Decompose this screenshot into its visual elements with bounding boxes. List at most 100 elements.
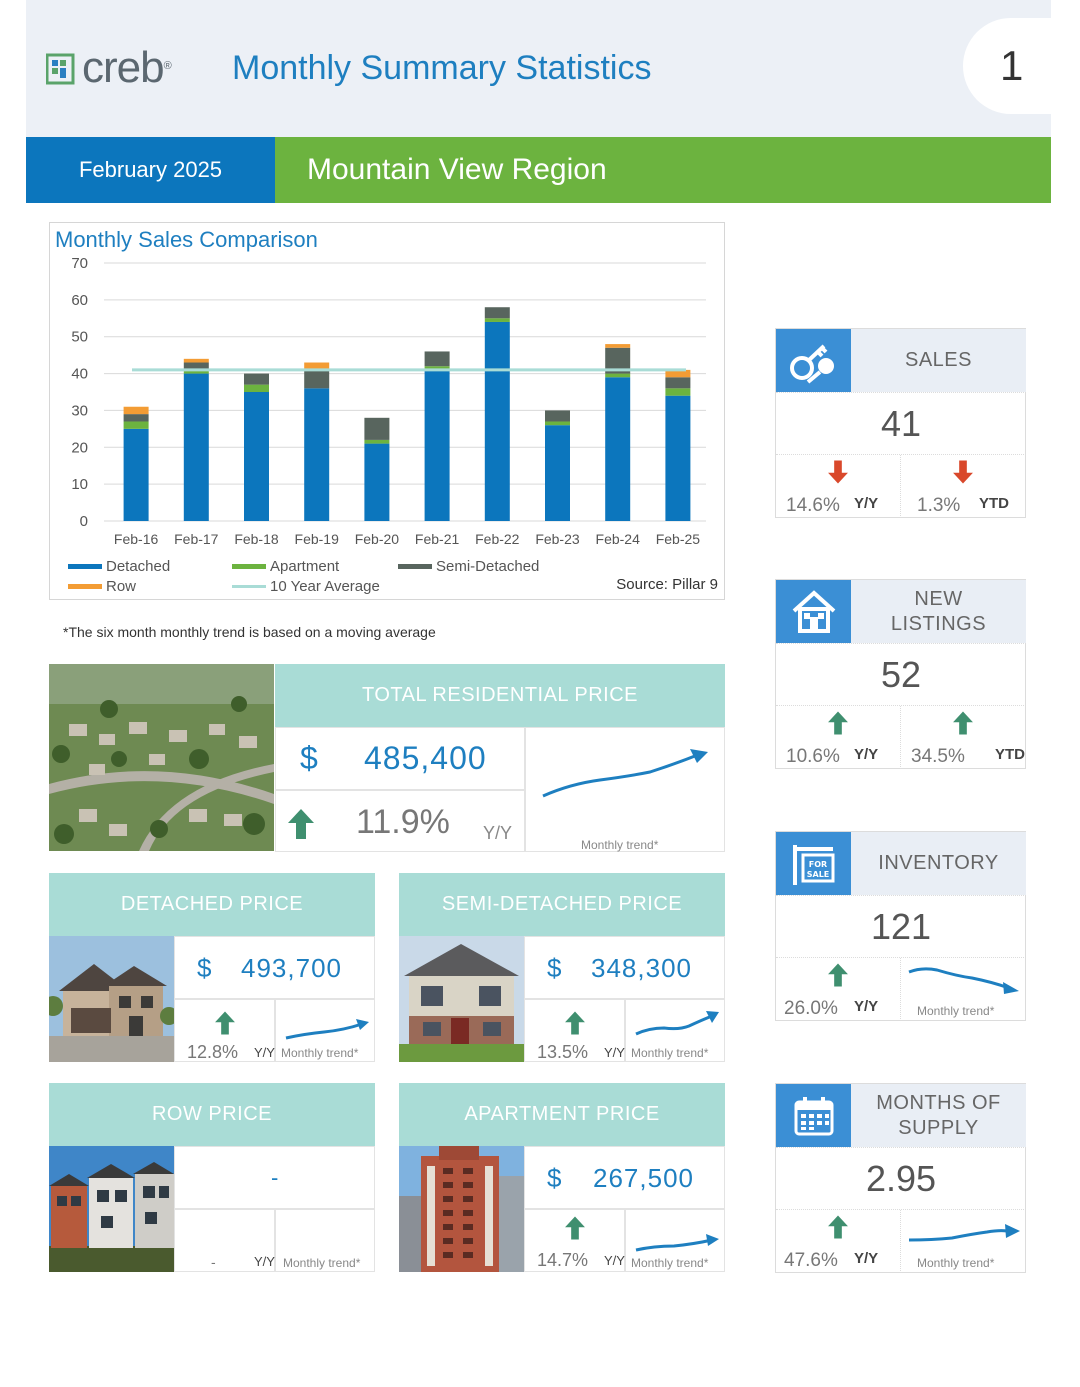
sales-yy-tag: Y/Y [854,495,879,512]
row-price-cell: - [174,1146,375,1209]
semi-detached-trend-cell: Monthly trend* [625,999,725,1062]
sales-ytd-pct: 1.3% [917,495,961,516]
house-icon [792,589,835,633]
bar-detached [424,369,450,521]
new-listings-ytd-tag: YTD [995,746,1025,763]
sales-ytd-tag: YTD [979,495,1009,512]
detached-dollar-sign: $ [197,953,212,983]
bar-row [665,369,691,378]
chart-source: Source: Pillar 9 [616,576,718,593]
bar-semi-detached [244,373,269,385]
legend-label-10-year-average: 10 Year Average [270,578,380,595]
sales-yy-pct: 14.6% [786,495,840,516]
region-band: Mountain View Region [275,137,1051,203]
x-tick-label: Feb-21 [415,531,460,547]
sales-ytd-cell: 1.3% YTD [901,455,1026,518]
x-tick-label: Feb-17 [174,531,219,547]
semi-detached-price-heading-label: SEMI-DETACHED PRICE [441,893,683,915]
legend-row: Row [68,578,136,595]
inventory-trend-label: Monthly trend* [917,1004,995,1018]
apartment-dollar-sign: $ [547,1163,562,1193]
apartment-trend-label: Monthly trend* [631,1256,709,1270]
row-change-cell: - Y/Y [174,1209,275,1272]
bar-detached [244,392,269,521]
detached-trend-label: Monthly trend* [281,1046,359,1060]
region-label: Mountain View Region [307,153,607,186]
semi-detached-yy-label: Y/Y [604,1045,625,1060]
bar-detached [183,373,209,521]
calendar-icon [794,1096,833,1135]
sign-text-for: FOR [808,860,826,869]
sales-stat-card: SALES 41 14.6% Y/Y 1.3% YTD [775,328,1026,518]
bar-apartment [123,421,149,429]
apartment-change-pct: 14.7% [537,1250,589,1270]
detached-price-heading-label: DETACHED PRICE [120,893,304,915]
semi-detached-price-value: 348,300 [591,953,692,983]
aerial-neighbourhood-photo [49,664,274,851]
legend-semi-detached: Semi-Detached [398,558,539,575]
y-tick-label: 30 [71,402,88,419]
bar-detached [665,395,691,521]
legend-swatch-apartment [232,564,266,569]
semi-detached-dollar-sign: $ [547,953,562,983]
new-listings-yy-tag: Y/Y [854,746,879,763]
y-tick-label: 60 [71,292,88,309]
inventory-yy-tag: Y/Y [854,998,879,1015]
inventory-yy-cell: 26.0% Y/Y [776,958,901,1021]
x-tick-label: Feb-18 [234,531,279,547]
semi-detached-price-cell: $ 348,300 [524,936,725,999]
new-listings-label: NEW LISTINGS [851,580,1026,643]
total-trend-line [542,749,708,798]
x-tick-label: Feb-20 [355,531,400,547]
bar-row [304,362,330,370]
row-house-photo [49,1146,174,1272]
legend-swatch-10-year-average [232,585,266,588]
inventory-yy-pct: 26.0% [784,998,838,1019]
total-trend-cell: Monthly trend* [525,727,725,852]
x-tick-label: Feb-22 [475,531,520,547]
bar-semi-detached [484,307,510,319]
months-of-supply-trend-label: Monthly trend* [917,1256,995,1270]
detached-trend-cell: Monthly trend* [275,999,375,1062]
new-listings-ytd-cell: 34.5% YTD [901,706,1026,769]
y-tick-label: 50 [71,329,88,346]
inventory-icon-box: FOR SALE [776,832,851,895]
sales-yy-cell: 14.6% Y/Y [776,455,901,518]
period-band: February 2025 [26,137,275,203]
for-sale-sign-icon: FOR SALE [792,844,834,885]
up-arrow-icon [288,809,314,839]
semi-detached-price-heading: SEMI-DETACHED PRICE [399,873,725,936]
sales-chart-panel: Monthly Sales Comparison 70 60 50 40 30 20 10 0… [49,222,725,600]
new-listings-value-text: 52 [880,653,922,695]
y-tick-label: 20 [71,439,88,456]
row-price-value: - [271,1165,280,1190]
sales-label: SALES [851,329,1026,392]
total-dollar-sign: $ [300,740,318,776]
up-arrow-icon [828,1215,848,1239]
x-tick-label: Feb-25 [656,531,701,547]
bar-detached [123,428,149,521]
months-of-supply-label: MONTHS OF SUPPLY [851,1084,1026,1147]
new-listings-yy-pct: 10.6% [786,746,840,767]
months-of-supply-yy-cell: 47.6% Y/Y [776,1210,901,1273]
up-arrow-icon [215,1011,235,1035]
inventory-stat-card: FOR SALE INVENTORY 121 26.0% Y/Y Monthly… [775,831,1026,1021]
x-tick-label: Feb-24 [596,531,641,547]
bar-semi-detached [123,414,149,422]
sales-label-text: SALES [905,349,972,371]
bar-row [183,358,209,363]
detached-change-cell: 12.8% Y/Y [174,999,275,1062]
inventory-label-text: INVENTORY [878,852,999,874]
bar-semi-detached [183,362,209,370]
new-listings-label-line-2: LISTINGS [890,612,987,635]
total-change-pct: 11.9% [356,803,450,841]
inventory-value: 121 [776,895,1026,958]
bar-apartment [364,439,390,444]
footnote: *The six month monthly trend is based on… [63,624,436,640]
inventory-trend-cell: Monthly trend* [901,958,1026,1021]
months-of-supply-trend-cell: Monthly trend* [901,1210,1026,1273]
bar-detached [545,425,570,521]
bar-apartment [183,369,209,374]
bar-row [123,406,149,415]
row-trend-label: Monthly trend* [283,1256,361,1270]
